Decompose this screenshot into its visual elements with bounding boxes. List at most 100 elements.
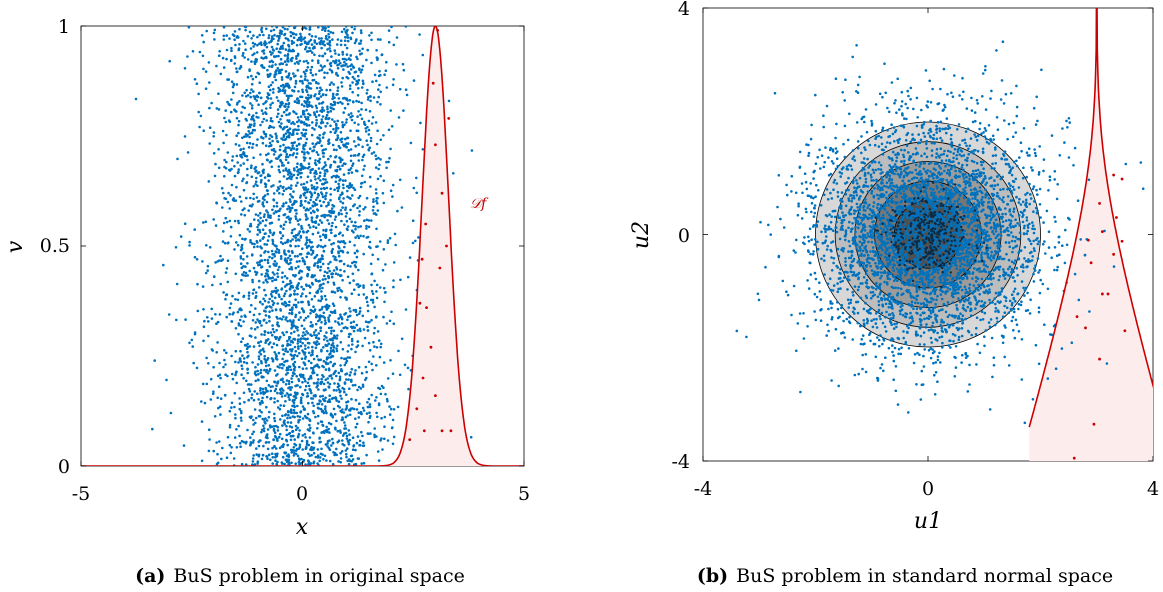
sample-point [248, 123, 252, 126]
accepted-point [440, 191, 444, 195]
sample-point [269, 292, 273, 296]
sample-point [368, 349, 372, 352]
sample-point [341, 234, 345, 237]
sample-point [379, 345, 383, 349]
sample-point [244, 441, 248, 445]
sample-point [294, 239, 298, 242]
sample-point [287, 205, 291, 208]
sample-point [319, 407, 323, 411]
sample-point [260, 361, 263, 365]
sample-point [264, 144, 268, 147]
sample-point [370, 272, 374, 276]
sample-point [307, 346, 310, 349]
sample-point [350, 292, 354, 296]
sample-point [299, 167, 302, 171]
sample-point [390, 426, 394, 430]
sample-point [347, 344, 351, 347]
sample-point [388, 236, 392, 240]
sample-point [357, 411, 361, 415]
sample-point [400, 206, 404, 209]
sample-point [217, 166, 221, 170]
sample-point [324, 178, 327, 181]
sample-point [339, 409, 343, 413]
sample-point [325, 306, 329, 309]
sample-point [372, 331, 376, 335]
sample-point [979, 284, 983, 287]
sample-point [376, 129, 379, 133]
sample-point [1019, 303, 1023, 307]
sample-point [286, 421, 290, 424]
sample-point [292, 446, 296, 449]
sample-point [331, 437, 334, 441]
sample-point [168, 59, 171, 63]
sample-point [283, 104, 286, 108]
sample-point [257, 355, 261, 358]
sample-point [304, 75, 307, 78]
sample-point [298, 59, 302, 63]
sample-point [268, 410, 271, 414]
sample-point [360, 68, 364, 72]
sample-point [262, 297, 265, 301]
sample-point [336, 165, 340, 169]
sample-point [326, 107, 329, 111]
sample-point [253, 372, 257, 375]
sample-point [881, 304, 885, 308]
sample-point [254, 170, 257, 173]
sample-point [320, 193, 324, 196]
sample-point [299, 115, 303, 118]
sample-point [352, 231, 355, 234]
sample-point [938, 190, 941, 194]
sample-point [337, 53, 341, 56]
sample-point [267, 36, 271, 40]
sample-point [854, 225, 857, 229]
sample-point [244, 344, 248, 347]
sample-point [230, 49, 233, 53]
sample-point [237, 168, 240, 171]
sample-point [324, 321, 328, 325]
sample-point [983, 222, 987, 226]
sample-point [296, 329, 299, 332]
sample-point [306, 273, 309, 277]
sample-point [779, 217, 782, 221]
sample-point [1022, 127, 1026, 130]
sample-point [242, 440, 246, 444]
sample-point [404, 308, 408, 311]
sample-point [195, 366, 199, 370]
sample-point [320, 295, 323, 298]
sample-point [994, 146, 997, 149]
sample-point [375, 199, 378, 203]
sample-point [359, 185, 363, 189]
sample-point [312, 225, 315, 228]
sample-point [215, 64, 218, 68]
sample-point [323, 334, 326, 338]
sample-point [330, 354, 334, 358]
sample-point [303, 327, 306, 331]
sample-point [330, 326, 333, 330]
sample-point [272, 262, 276, 266]
sample-point [345, 434, 349, 438]
sample-point [229, 302, 233, 305]
sample-point [325, 362, 328, 366]
sample-point [278, 446, 282, 450]
sample-point [823, 193, 826, 197]
sample-point [307, 103, 311, 107]
sample-point [308, 157, 312, 160]
sample-point [786, 293, 790, 297]
sample-point [234, 373, 237, 377]
sample-point [923, 120, 926, 124]
sample-point [351, 448, 355, 452]
sample-point [197, 110, 200, 114]
sample-point [239, 64, 243, 68]
sample-point [266, 433, 269, 436]
sample-point [258, 211, 262, 215]
sample-point [318, 174, 322, 178]
sample-point [1011, 269, 1014, 273]
sample-point [326, 219, 329, 222]
sample-point [978, 293, 981, 296]
sample-point [240, 364, 243, 368]
sample-point [385, 397, 389, 401]
sample-point [389, 109, 393, 112]
sample-point [306, 337, 310, 341]
sample-point [331, 441, 335, 445]
sample-point [813, 271, 817, 275]
